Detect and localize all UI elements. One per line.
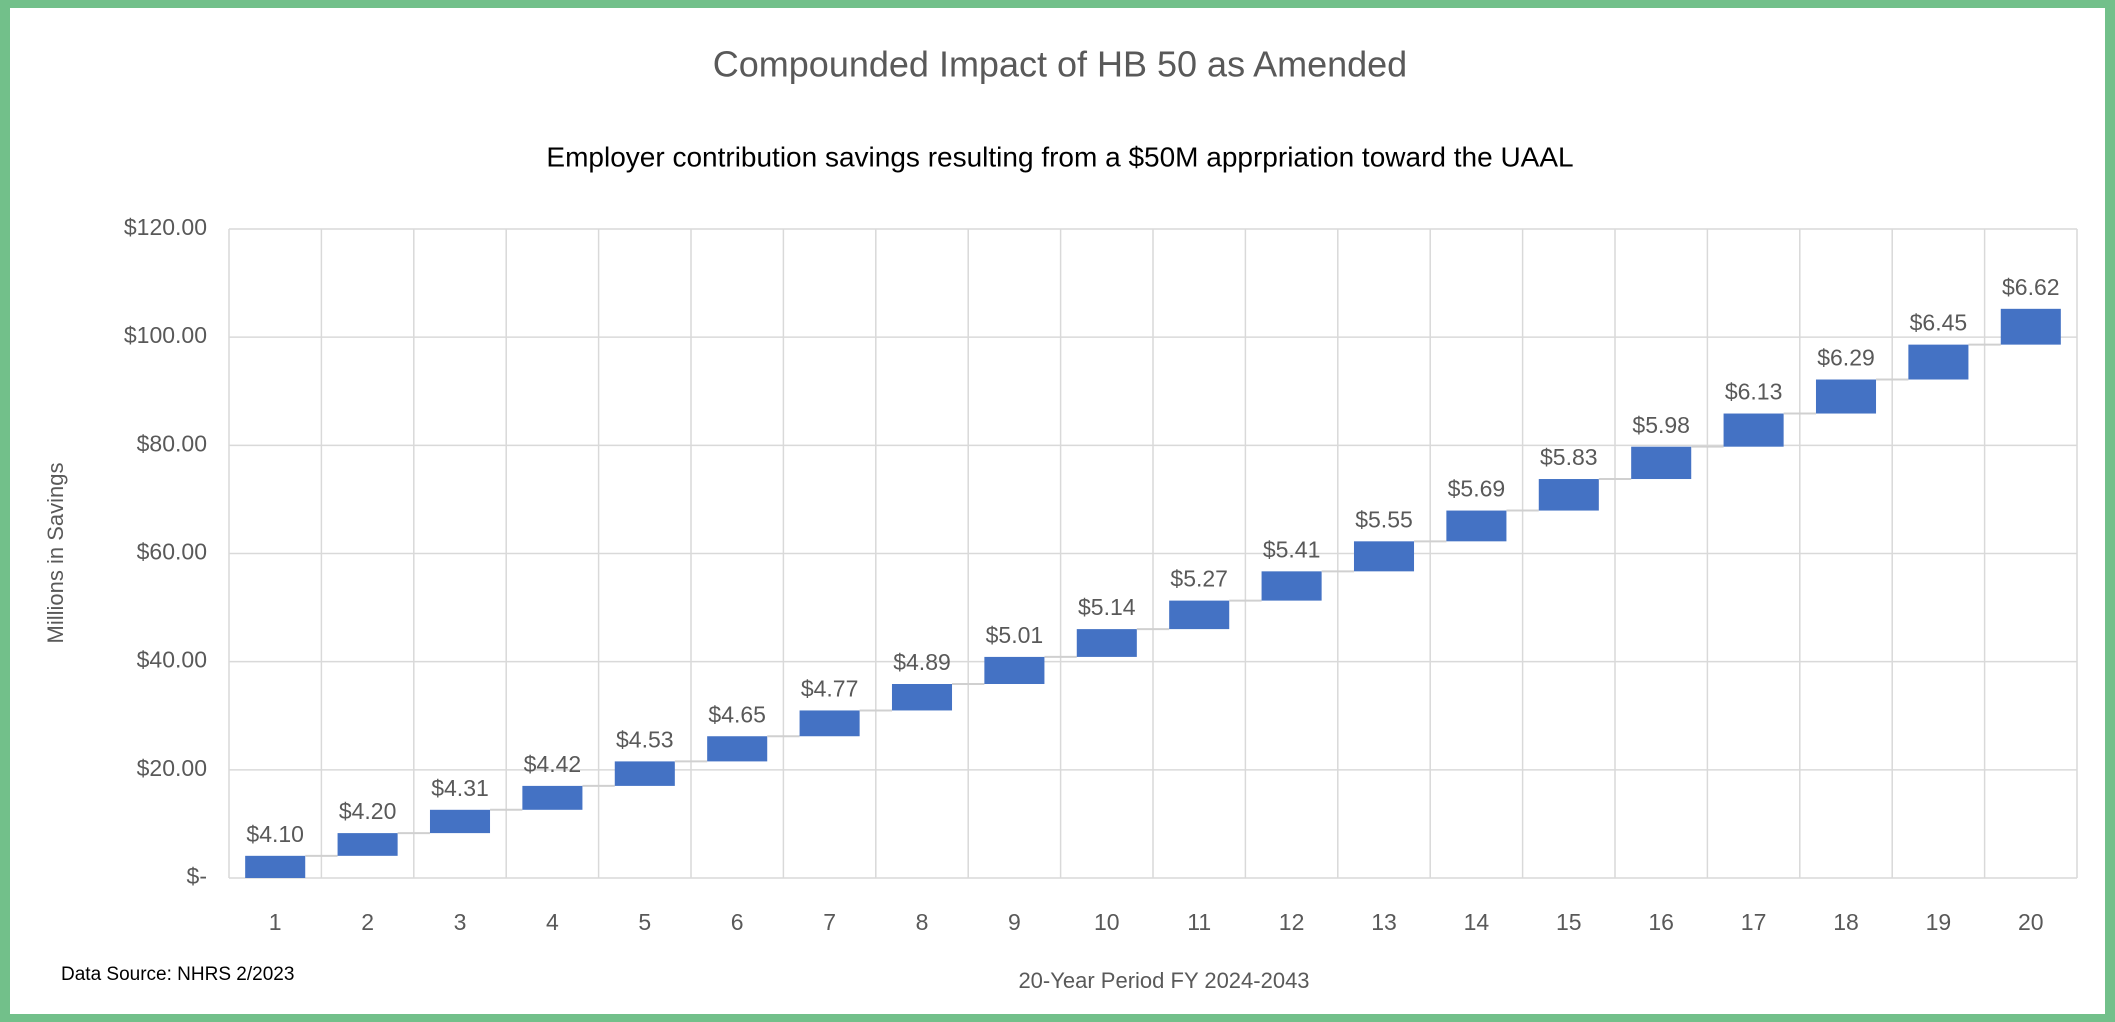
value-label: $5.14 [1078, 594, 1136, 620]
bar [522, 785, 583, 810]
value-label: $5.98 [1632, 412, 1690, 438]
bar [337, 833, 398, 856]
data-source-note: Data Source: NHRS 2/2023 [61, 964, 294, 985]
bar [891, 684, 953, 711]
x-tick-label: 14 [1464, 909, 1490, 935]
bar [1815, 379, 1877, 414]
value-label: $6.13 [1725, 379, 1783, 405]
value-label: $5.83 [1540, 444, 1598, 470]
value-label: $4.31 [431, 775, 489, 801]
y-tick-label: $40.00 [137, 647, 207, 673]
x-tick-label: 3 [454, 909, 467, 935]
bar [245, 855, 306, 878]
value-label: $6.45 [1910, 310, 1968, 336]
bar [1538, 479, 1599, 511]
value-label: $4.77 [801, 676, 859, 702]
x-tick-label: 16 [1648, 909, 1674, 935]
value-label: $6.29 [1817, 345, 1875, 371]
x-tick-label: 12 [1279, 909, 1305, 935]
value-label: $4.10 [246, 821, 304, 847]
bar [2000, 308, 2061, 345]
value-label: $4.65 [708, 701, 766, 727]
y-tick-label: $20.00 [137, 755, 207, 781]
value-label: $4.42 [524, 751, 582, 777]
x-tick-label: 15 [1556, 909, 1582, 935]
value-label: $5.01 [986, 622, 1044, 648]
bar [1353, 541, 1415, 572]
x-tick-label: 11 [1187, 909, 1211, 935]
bar [1261, 571, 1322, 601]
bar [707, 736, 768, 762]
chart-title: Compounded Impact of HB 50 as Amended [713, 44, 1407, 85]
x-tick-label: 8 [916, 909, 929, 935]
x-tick-label: 6 [731, 909, 744, 935]
chart-subtitle: Employer contribution savings resulting … [546, 141, 1573, 172]
value-label: $4.89 [893, 649, 951, 675]
value-label: $6.62 [2002, 274, 2060, 300]
x-tick-label: 1 [269, 909, 282, 935]
bar [614, 761, 675, 786]
y-tick-label: $80.00 [137, 430, 207, 456]
bar [1169, 600, 1230, 630]
y-tick-label: $100.00 [124, 322, 207, 348]
x-tick-label: 2 [361, 909, 374, 935]
x-tick-label: 7 [823, 909, 836, 935]
value-label: $5.27 [1170, 566, 1228, 592]
x-axis-label: 20-Year Period FY 2024-2043 [1018, 968, 1309, 993]
y-tick-label: $- [187, 863, 207, 889]
x-tick-label: 4 [546, 909, 559, 935]
x-tick-label: 9 [1008, 909, 1021, 935]
y-tick-label: $60.00 [137, 539, 207, 565]
bar [1446, 510, 1507, 542]
value-label: $5.55 [1355, 506, 1413, 532]
x-tick-label: 17 [1741, 909, 1767, 935]
x-tick-label: 5 [638, 909, 651, 935]
value-label: $5.41 [1263, 536, 1321, 562]
x-tick-label: 20 [2018, 909, 2044, 935]
y-axis-label: Millions in Savings [43, 463, 68, 644]
bar [1723, 413, 1784, 447]
x-tick-label: 10 [1094, 909, 1120, 935]
value-label: $4.53 [616, 726, 674, 752]
bar [1908, 344, 1969, 380]
value-label: $5.69 [1448, 476, 1506, 502]
bar [429, 809, 491, 834]
bar [984, 656, 1045, 685]
y-tick-label: $120.00 [124, 214, 207, 240]
x-tick-label: 18 [1833, 909, 1859, 935]
x-tick-label: 19 [1926, 909, 1952, 935]
value-label: $4.20 [339, 798, 397, 824]
bar [1631, 446, 1692, 480]
bar [799, 710, 860, 737]
bar [1076, 629, 1137, 657]
x-tick-label: 13 [1371, 909, 1397, 935]
